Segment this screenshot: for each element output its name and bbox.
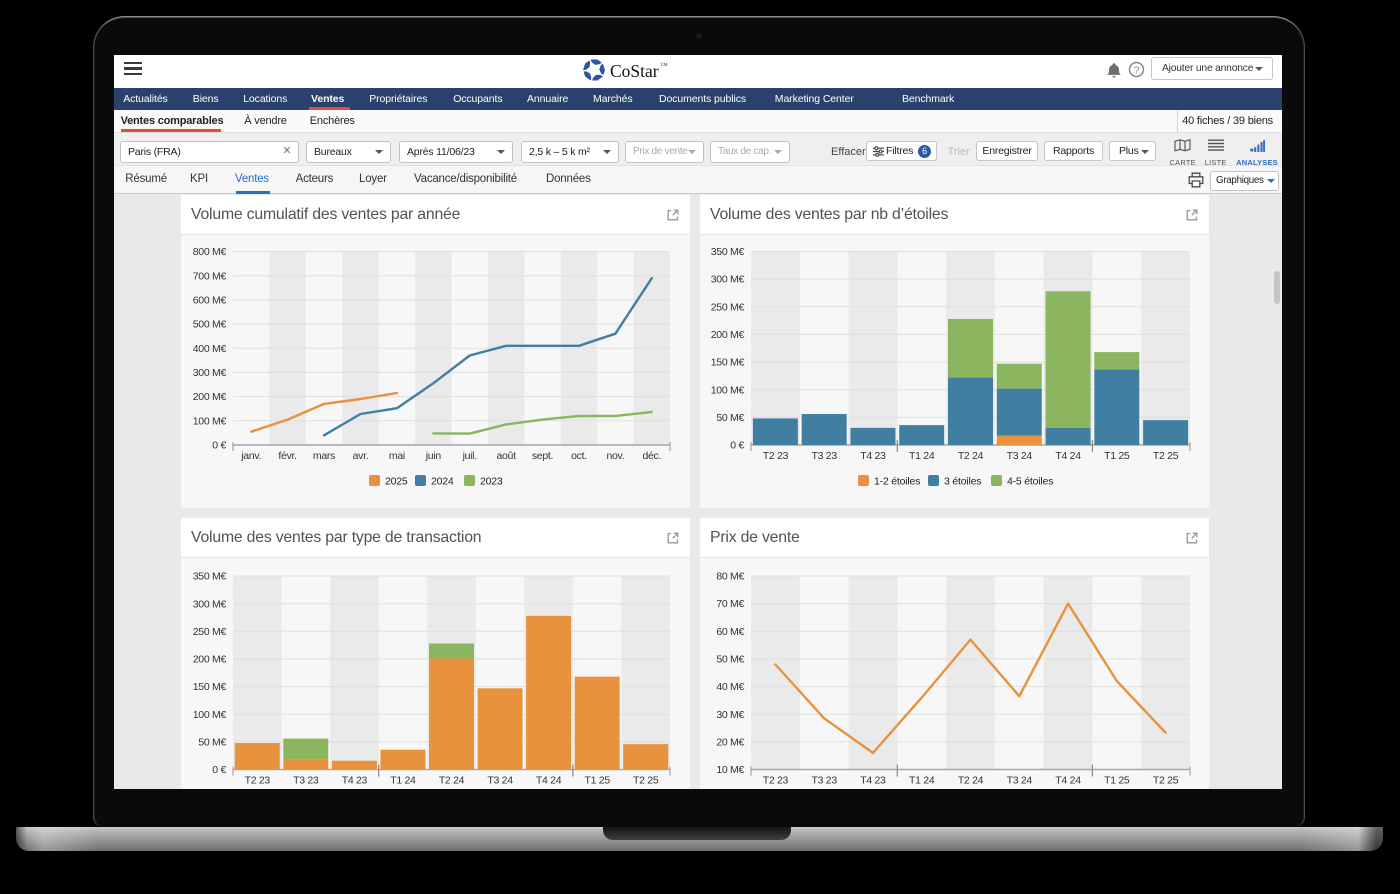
svg-text:2023: 2023	[480, 475, 503, 487]
svg-text:500 M€: 500 M€	[193, 318, 227, 330]
svg-text:févr.: févr.	[278, 450, 296, 462]
svg-text:200 M€: 200 M€	[193, 654, 227, 666]
svg-text:T3 24: T3 24	[1007, 775, 1033, 787]
svg-text:40 M€: 40 M€	[716, 681, 744, 693]
svg-text:200 M€: 200 M€	[193, 391, 227, 403]
svg-text:1-2 étoiles: 1-2 étoiles	[874, 475, 920, 487]
svg-text:T1 25: T1 25	[1104, 450, 1130, 462]
svg-text:0 €: 0 €	[212, 439, 226, 451]
svg-text:déc.: déc.	[642, 450, 661, 462]
svg-text:T2 23: T2 23	[763, 450, 789, 462]
svg-text:T4 23: T4 23	[860, 775, 886, 787]
svg-text:T2 25: T2 25	[1153, 450, 1179, 462]
svg-text:T2 23: T2 23	[763, 775, 789, 787]
svg-text:20 M€: 20 M€	[716, 737, 744, 749]
svg-text:250 M€: 250 M€	[193, 626, 227, 638]
svg-text:T2 25: T2 25	[1153, 775, 1179, 787]
svg-text:T3 23: T3 23	[812, 450, 838, 462]
svg-text:nov.: nov.	[606, 450, 624, 462]
svg-text:T2 24: T2 24	[958, 450, 984, 462]
svg-text:80 M€: 80 M€	[716, 571, 744, 583]
svg-text:juil.: juil.	[462, 450, 477, 462]
svg-text:250 M€: 250 M€	[711, 301, 745, 313]
svg-text:3 étoiles: 3 étoiles	[944, 475, 981, 487]
svg-text:T1 24: T1 24	[909, 450, 935, 462]
svg-text:0 €: 0 €	[212, 764, 226, 776]
svg-text:?: ?	[1134, 64, 1140, 76]
svg-text:700 M€: 700 M€	[193, 270, 227, 282]
svg-text:oct.: oct.	[571, 450, 587, 462]
svg-text:T1 25: T1 25	[1104, 775, 1130, 787]
svg-text:janv.: janv.	[240, 450, 261, 462]
svg-text:50 M€: 50 M€	[198, 737, 226, 749]
svg-text:70 M€: 70 M€	[716, 598, 744, 610]
svg-text:10 M€: 10 M€	[716, 764, 744, 776]
svg-text:sept.: sept.	[532, 450, 553, 462]
svg-text:T4 23: T4 23	[342, 775, 368, 787]
svg-text:T2 23: T2 23	[245, 775, 271, 787]
svg-text:300 M€: 300 M€	[193, 598, 227, 610]
svg-text:T3 24: T3 24	[487, 775, 513, 787]
svg-text:T3 23: T3 23	[293, 775, 319, 787]
svg-text:100 M€: 100 M€	[711, 384, 745, 396]
svg-text:2025: 2025	[385, 475, 408, 487]
svg-text:150 M€: 150 M€	[711, 356, 745, 368]
svg-text:600 M€: 600 M€	[193, 294, 227, 306]
svg-text:50 M€: 50 M€	[716, 412, 744, 424]
svg-text:400 M€: 400 M€	[193, 342, 227, 354]
svg-text:T4 24: T4 24	[536, 775, 562, 787]
svg-text:T4 24: T4 24	[1055, 450, 1081, 462]
svg-text:T1 24: T1 24	[909, 775, 935, 787]
svg-text:T4 23: T4 23	[860, 450, 886, 462]
svg-text:800 M€: 800 M€	[193, 246, 227, 258]
svg-text:100 M€: 100 M€	[193, 415, 227, 427]
svg-text:avr.: avr.	[353, 450, 369, 462]
svg-text:300 M€: 300 M€	[193, 367, 227, 379]
svg-text:60 M€: 60 M€	[716, 626, 744, 638]
svg-text:100 M€: 100 M€	[193, 709, 227, 721]
svg-text:0 €: 0 €	[730, 439, 744, 451]
svg-text:mars: mars	[313, 450, 335, 462]
svg-text:T2 24: T2 24	[958, 775, 984, 787]
svg-text:30 M€: 30 M€	[716, 709, 744, 721]
svg-text:4-5 étoiles: 4-5 étoiles	[1007, 475, 1053, 487]
svg-text:T3 23: T3 23	[812, 775, 838, 787]
svg-text:50 M€: 50 M€	[716, 654, 744, 666]
svg-text:mai: mai	[389, 450, 405, 462]
svg-text:T1 24: T1 24	[390, 775, 416, 787]
svg-text:350 M€: 350 M€	[193, 571, 227, 583]
svg-text:T4 24: T4 24	[1055, 775, 1081, 787]
svg-text:T2 24: T2 24	[439, 775, 465, 787]
svg-text:T3 24: T3 24	[1007, 450, 1033, 462]
svg-text:T2 25: T2 25	[633, 775, 659, 787]
svg-text:juin: juin	[425, 450, 442, 462]
svg-text:2024: 2024	[431, 475, 454, 487]
svg-text:150 M€: 150 M€	[193, 681, 227, 693]
svg-text:300 M€: 300 M€	[711, 273, 745, 285]
svg-text:350 M€: 350 M€	[711, 246, 745, 258]
svg-text:T1 25: T1 25	[585, 775, 611, 787]
svg-text:200 M€: 200 M€	[711, 329, 745, 341]
svg-text:août: août	[496, 450, 516, 462]
